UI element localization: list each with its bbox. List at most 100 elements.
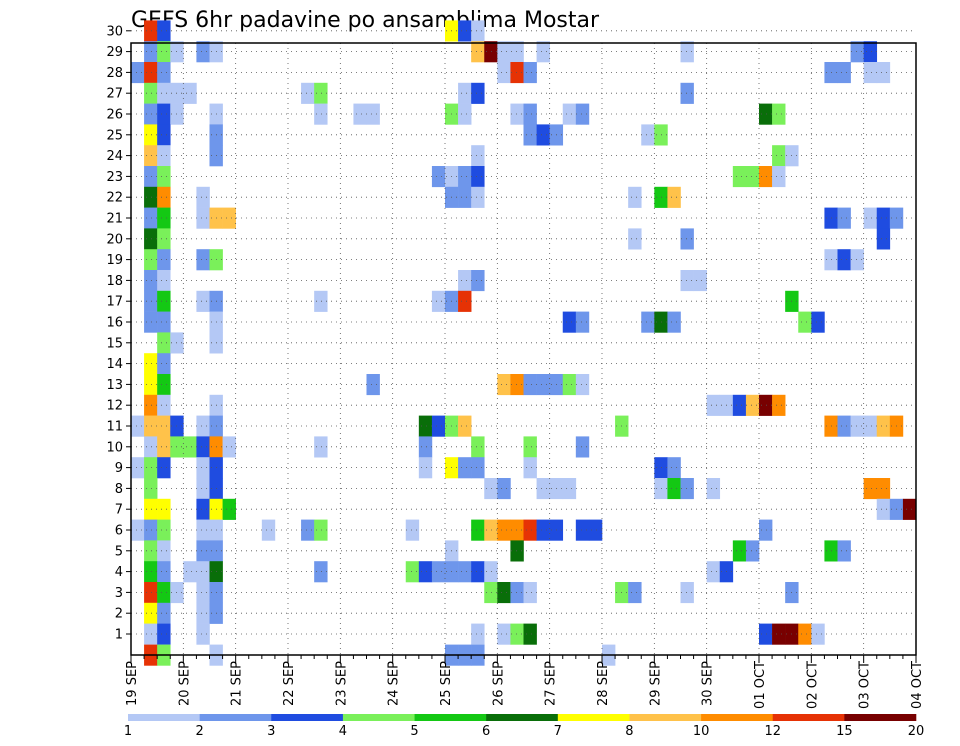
heatmap-cell	[837, 249, 851, 271]
heatmap-cell	[314, 561, 328, 583]
x-tick-label: 02 OCT	[805, 661, 820, 709]
heatmap-cell	[458, 20, 472, 42]
heatmap-cell	[458, 290, 472, 312]
colorbar-segment	[772, 714, 845, 721]
heatmap-cell	[863, 415, 878, 437]
heatmap-cell	[575, 103, 590, 125]
y-tick-label: 17	[106, 295, 123, 310]
heatmap-cell	[706, 561, 721, 583]
heatmap-cell	[745, 166, 760, 188]
colorbar-label: 20	[908, 724, 925, 739]
heatmap-cell	[157, 124, 171, 146]
x-tick-label: 23 SEP	[334, 661, 349, 706]
heatmap-cell	[471, 145, 485, 167]
heatmap-cell	[536, 41, 550, 63]
colorbar-label: 1	[124, 724, 132, 739]
heatmap-cell	[562, 311, 577, 333]
heatmap-cell	[680, 270, 694, 292]
colorbar-label: 15	[836, 724, 853, 739]
colorbar-label: 5	[410, 724, 418, 739]
heatmap-cell	[131, 457, 145, 479]
colorbar-label: 12	[764, 724, 781, 739]
heatmap-cell	[418, 415, 433, 437]
y-tick-label: 13	[106, 378, 123, 393]
heatmap-cell	[431, 415, 446, 437]
heatmap-cell	[759, 103, 773, 125]
heatmap-cell	[837, 62, 851, 84]
heatmap-cell	[471, 82, 485, 104]
heatmap-cell	[301, 519, 315, 541]
heatmap-cell	[157, 561, 171, 583]
heatmap-cell	[471, 436, 485, 458]
heatmap-cell	[588, 519, 603, 541]
x-tick-label: 19 SEP	[125, 661, 140, 706]
x-tick-label: 29 SEP	[648, 661, 663, 706]
y-tick-label: 28	[106, 66, 123, 81]
heatmap-cell	[144, 436, 158, 458]
y-tick-label: 18	[106, 274, 123, 289]
heatmap-cell	[523, 103, 537, 125]
heatmap-cell	[157, 41, 171, 63]
heatmap-cell	[196, 41, 210, 63]
heatmap-cell	[471, 41, 485, 63]
heatmap-cell	[261, 519, 276, 541]
heatmap-cell	[876, 228, 891, 250]
heatmap-cell	[876, 478, 891, 500]
heatmap-cell	[144, 561, 158, 583]
y-tick-label: 8	[115, 482, 123, 497]
heatmap-cell	[405, 519, 420, 541]
colorbar-segment	[342, 714, 415, 721]
heatmap-cell	[471, 623, 485, 645]
heatmap-cell	[458, 82, 472, 104]
heatmap-cell	[562, 103, 577, 125]
heatmap-cell	[157, 270, 171, 292]
heatmap-cell	[431, 561, 446, 583]
heatmap-cell	[497, 623, 511, 645]
x-tick-label: 25 SEP	[439, 661, 454, 706]
heatmap-cell	[484, 561, 498, 583]
heatmap-cell	[157, 166, 171, 188]
y-tick-label: 5	[115, 544, 123, 559]
heatmap-cell	[144, 290, 158, 312]
heatmap-cell	[157, 540, 171, 562]
heatmap-cell	[157, 436, 171, 458]
heatmap-cell	[837, 415, 851, 437]
heatmap-cell	[144, 478, 158, 500]
heatmap-cell	[196, 602, 210, 624]
heatmap-cell	[484, 519, 498, 541]
heatmap-cell	[144, 602, 158, 624]
heatmap-cell	[353, 103, 367, 125]
heatmap-cell	[484, 41, 498, 63]
colorbar-segment	[486, 714, 559, 721]
heatmap-cell	[759, 394, 773, 416]
y-tick-label: 14	[106, 357, 123, 372]
heatmap-cell	[157, 207, 171, 229]
heatmap-cell	[497, 519, 511, 541]
heatmap-cell	[301, 82, 315, 104]
heatmap-cell	[196, 186, 210, 208]
heatmap-cell	[497, 62, 511, 84]
heatmap-cell	[144, 207, 158, 229]
y-tick-label: 2	[115, 607, 123, 622]
heatmap-cell	[667, 478, 681, 500]
heatmap-cell	[183, 436, 197, 458]
heatmap-cell	[157, 311, 171, 333]
heatmap-cell	[667, 457, 681, 479]
heatmap-cell	[157, 394, 171, 416]
heatmap-cell	[144, 103, 158, 125]
heatmap-cell	[131, 62, 145, 84]
heatmap-cell	[144, 145, 158, 167]
heatmap-cell	[157, 332, 171, 354]
heatmap-cell	[144, 124, 158, 146]
heatmap-cell	[157, 249, 171, 271]
heatmap-cell	[157, 582, 171, 604]
heatmap-cell	[157, 623, 171, 645]
heatmap-cell	[510, 540, 524, 562]
heatmap-cell	[471, 186, 485, 208]
x-tick-label: 30 SEP	[701, 661, 716, 706]
y-tick-label: 27	[106, 87, 123, 102]
heatmap-cell	[706, 478, 721, 500]
heatmap-cell	[314, 103, 328, 125]
colorbar-segment	[414, 714, 487, 721]
